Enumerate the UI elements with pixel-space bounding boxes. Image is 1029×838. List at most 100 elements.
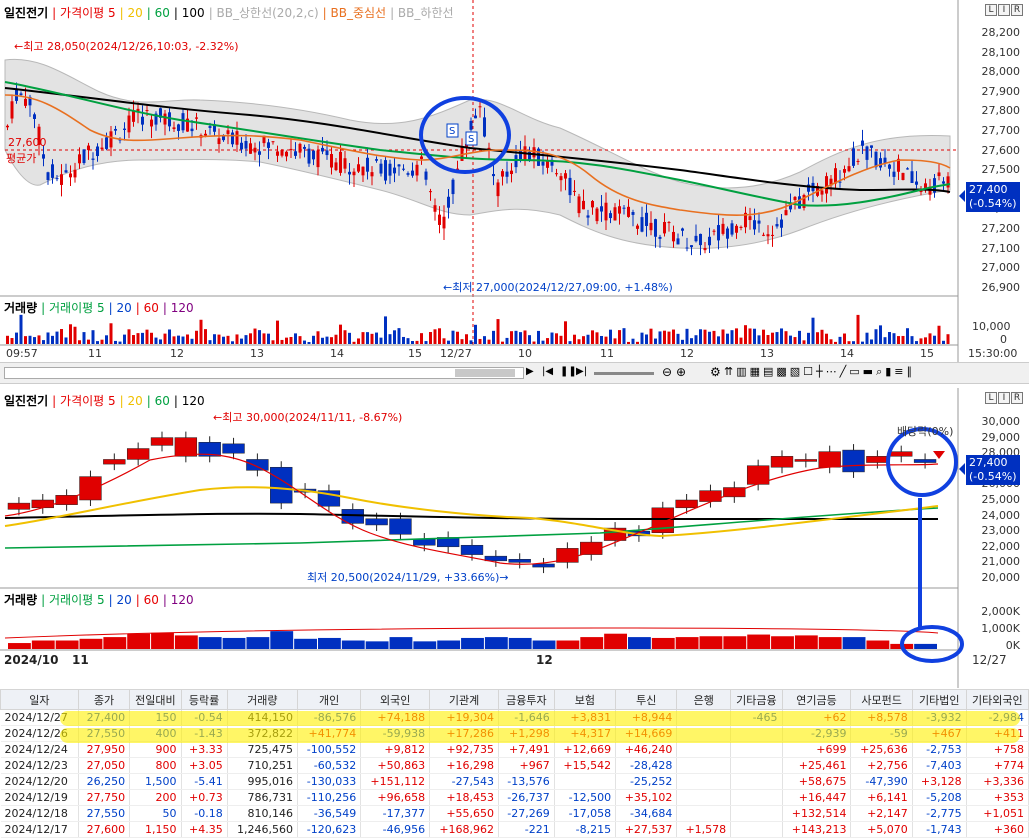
table-body: 2024/12/27 27,400 150 -0.54 414,150 -86,576 +7… xyxy=(0,709,1029,838)
volume-bar xyxy=(37,335,41,344)
scrollbar-thumb[interactable] xyxy=(455,369,515,377)
column-header[interactable]: 사모펀드 xyxy=(850,689,913,710)
candle-body xyxy=(717,225,720,241)
chart-toolbar[interactable]: ▶ |◀ ❚❚ ▶| ⊖ ⊕ ⚙ ⇈▥▦▤▩▧☐┼⋯╱▭▬⌕▮≡∥ xyxy=(0,362,1029,384)
candle-body xyxy=(888,164,891,169)
candle-body xyxy=(397,164,401,167)
column-header[interactable]: 기타금융 xyxy=(730,689,783,710)
column-header[interactable]: 등락률 xyxy=(180,689,228,710)
table-cell: 27,400 xyxy=(78,709,131,726)
column-header[interactable]: 은행 xyxy=(676,689,732,710)
table-row[interactable]: 2024/12/26 27,550 400 -1.43 372,822 +41,774 -5… xyxy=(0,725,1029,742)
volume-bar xyxy=(145,329,149,344)
table-row[interactable]: 2024/12/24 27,950 900 +3.33 725,475 -100,552 +… xyxy=(0,741,1029,758)
column-header[interactable]: 금융투자 xyxy=(498,689,555,710)
zoom-slider[interactable] xyxy=(594,372,654,375)
volume-bar xyxy=(672,329,675,344)
column-header[interactable]: 외국인 xyxy=(360,689,431,710)
candle-body xyxy=(793,196,797,201)
column-header[interactable]: 거래량 xyxy=(226,689,298,710)
volume-bar xyxy=(105,335,108,344)
volume-bar xyxy=(325,336,329,344)
pause-icon[interactable]: ❚❚ xyxy=(560,366,577,377)
lir-button-r[interactable]: R xyxy=(1011,4,1023,16)
legend-item: | BB_상한선(20,2,c) xyxy=(208,6,319,20)
volume-bar xyxy=(151,632,174,649)
nav-first-icon[interactable]: |◀ xyxy=(542,366,554,377)
volume-bar xyxy=(465,334,468,344)
candle-body xyxy=(663,221,666,234)
settings-icon[interactable]: ⚙ xyxy=(710,365,721,379)
column-header[interactable]: 전일대비 xyxy=(129,689,182,710)
zoom-in-icon[interactable]: ⊕ xyxy=(676,365,687,379)
volume-bar xyxy=(906,328,909,344)
column-header[interactable]: 투신 xyxy=(615,689,678,710)
volume-bar xyxy=(393,330,396,344)
nav-last-icon[interactable]: ▶| xyxy=(576,366,588,377)
candle-body xyxy=(159,108,162,118)
column-header[interactable]: 보험 xyxy=(553,689,617,710)
volume-bar xyxy=(879,325,882,344)
lir-button-l[interactable]: L xyxy=(985,4,997,16)
lir-button-l[interactable]: L xyxy=(985,392,997,404)
column-header[interactable]: 개인 xyxy=(296,689,362,710)
column-header[interactable]: 기관계 xyxy=(429,689,500,710)
table-row[interactable]: 2024/12/18 27,550 50 -0.18 810,146 -36,549 -17… xyxy=(0,805,1029,822)
table-row[interactable]: 2024/12/20 26,250 1,500 -5.41 995,016 -130,03… xyxy=(0,773,1029,790)
scroll-right-button[interactable]: ▶ xyxy=(526,366,534,377)
column-header[interactable]: 일자 xyxy=(0,689,79,710)
table-row[interactable]: 2024/12/19 27,750 200 +0.73 786,731 -110,256 +… xyxy=(0,789,1029,806)
table-cell xyxy=(730,805,783,822)
tool-icons[interactable]: ⇈▥▦▤▩▧☐┼⋯╱▭▬⌕▮≡∥ xyxy=(724,365,916,378)
table-cell: +19,304 xyxy=(429,709,500,726)
table-cell: -60,532 xyxy=(297,757,362,774)
table-row[interactable]: 2024/12/17 27,600 1,150 +4.35 1,246,560 -120,… xyxy=(0,821,1029,838)
daily-price-chart[interactable] xyxy=(0,388,1029,688)
column-header[interactable]: 기타법인 xyxy=(911,689,967,710)
candle-body xyxy=(402,168,405,170)
candle-body xyxy=(622,207,626,209)
candle-body xyxy=(654,219,657,237)
intraday-chart-panel[interactable]: 일진전기 | 가격이평 5 | 20 | 60 | 100 | BB_상한선(20,2,c… xyxy=(0,0,1029,384)
volume-y-axis: 2,000K 1,000K 0K xyxy=(960,588,1026,652)
column-header[interactable]: 종가 xyxy=(77,689,131,710)
candle-body xyxy=(136,108,140,112)
column-header[interactable]: 연기금등 xyxy=(781,689,852,710)
zoom-out-icon[interactable]: ⊖ xyxy=(662,365,673,379)
candle-body xyxy=(726,228,729,239)
volume-bar xyxy=(123,334,126,344)
table-cell: +12,669 xyxy=(554,741,617,758)
column-header[interactable]: 기타외국인 xyxy=(965,689,1029,710)
table-row[interactable]: 2024/12/23 27,050 800 +3.05 710,251 -60,532 +5… xyxy=(0,757,1029,774)
y-tick-label: 28,000 xyxy=(981,65,1021,79)
table-cell xyxy=(676,773,732,790)
volume-bar xyxy=(717,336,720,344)
lir-button-r[interactable]: R xyxy=(1011,392,1023,404)
table-row[interactable]: 2024/12/27 27,400 150 -0.54 414,150 -86,576 +7… xyxy=(0,709,1029,726)
table-cell: +25,636 xyxy=(850,741,913,758)
volume-bar xyxy=(174,635,198,649)
volume-bar xyxy=(51,335,54,344)
volume-bar xyxy=(55,640,79,649)
candle-body xyxy=(780,219,783,228)
dividend-marker xyxy=(933,451,945,459)
table-cell: 810,146 xyxy=(227,805,298,822)
candle-body xyxy=(866,456,889,463)
candle-body xyxy=(856,160,860,162)
candle-body xyxy=(766,234,770,237)
volume-bar xyxy=(829,339,833,344)
intraday-price-chart[interactable]: S S xyxy=(0,0,1029,362)
candle-body xyxy=(784,210,788,216)
lir-button-i[interactable]: I xyxy=(998,392,1010,404)
intraday-candles xyxy=(6,82,950,256)
volume-bar xyxy=(888,332,891,344)
scrollbar-track[interactable] xyxy=(4,367,524,379)
lir-button-i[interactable]: I xyxy=(998,4,1010,16)
volume-bar xyxy=(550,332,554,344)
signal-marker-2-text: S xyxy=(468,134,474,145)
table-cell: +25,461 xyxy=(782,757,852,774)
volume-bar xyxy=(31,640,55,649)
